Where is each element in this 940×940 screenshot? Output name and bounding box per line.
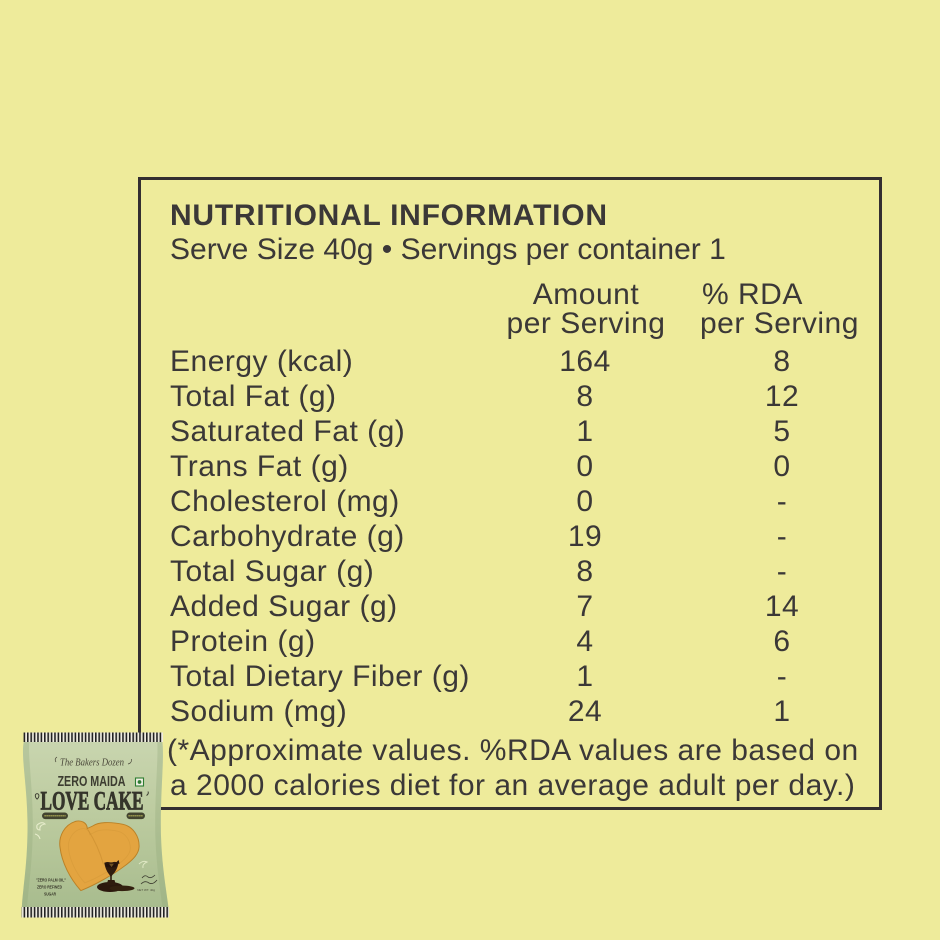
svg-text:NET WT. 40g: NET WT. 40g (137, 888, 155, 892)
svg-text:The Bakers Dozen: The Bakers Dozen (60, 758, 124, 769)
svg-text:LOVE CAKE: LOVE CAKE (41, 787, 144, 816)
svg-text:SUGAR: SUGAR (44, 892, 56, 897)
svg-text:ZERO MAIDA: ZERO MAIDA (58, 773, 126, 790)
svg-text:"ZERO PALM OIL": "ZERO PALM OIL" (36, 878, 66, 883)
svg-text:ZERO REFINED: ZERO REFINED (37, 885, 62, 890)
